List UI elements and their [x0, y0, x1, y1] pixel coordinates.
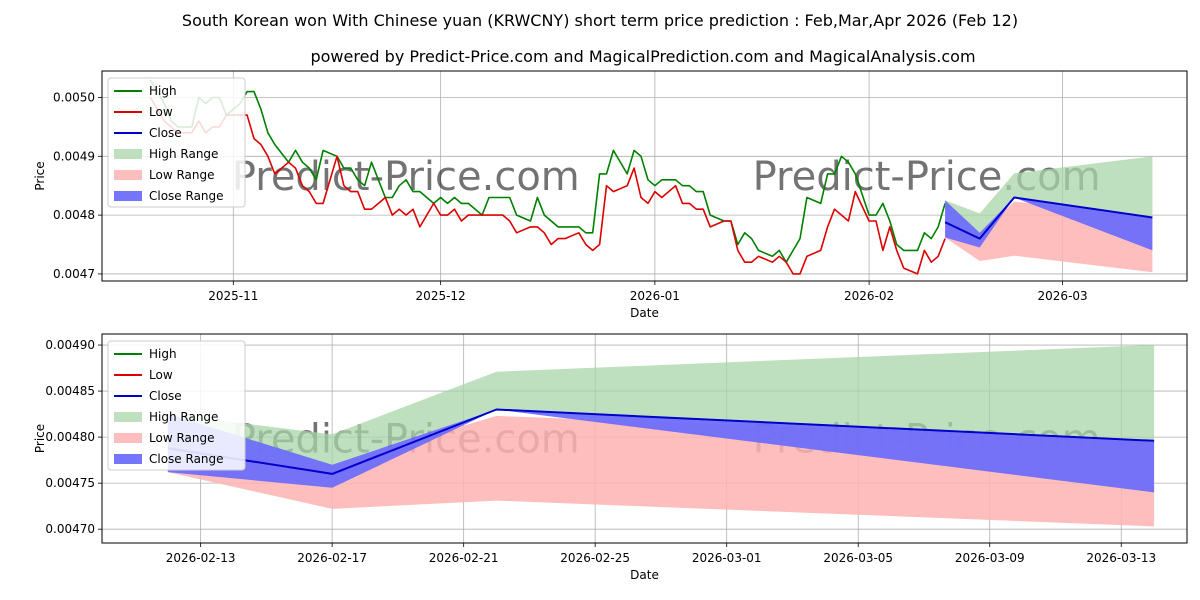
history-ylabel: Price [33, 161, 47, 190]
history-xtick-label: 2025-12 [416, 289, 466, 303]
prediction-ytick-label: 0.00470 [45, 522, 95, 536]
prediction-legend-item: Low Range [114, 431, 214, 445]
prediction-data [167, 345, 1155, 527]
history-legend-item: Low [114, 105, 173, 119]
history-xtick-label: 2025-11 [208, 289, 258, 303]
prediction-legend-frame [107, 340, 246, 471]
prediction-legend-label: Close Range [149, 452, 224, 466]
history-ytick-label: 0.0049 [53, 149, 95, 163]
prediction-legend-label: High [149, 347, 177, 361]
history-ytick-label: 0.0050 [53, 90, 95, 104]
history-legend-label: Close Range [149, 189, 224, 203]
prediction-legend-label: High Range [149, 410, 218, 424]
prediction-legend-item: High [114, 347, 177, 361]
prediction-ytick-label: 0.00485 [45, 384, 95, 398]
prediction-xtick-label: 2026-02-13 [166, 551, 236, 565]
prediction-xtick-label: 2026-02-25 [560, 551, 630, 565]
prediction-close-range-area [167, 409, 1155, 493]
prediction-ytick-label: 0.00490 [45, 338, 95, 352]
history-legend-item: Close Range [114, 189, 224, 203]
history-legend-label: Low Range [149, 168, 214, 182]
prediction-xtick-label: 2026-02-21 [429, 551, 499, 565]
prediction-close-line [167, 408, 1155, 475]
history-legend-item: Close [114, 126, 182, 140]
prediction-ylabel: Price [33, 424, 47, 453]
history-legend-label: Low [149, 105, 173, 119]
prediction-legend-swatch [114, 412, 142, 422]
history-legend-frame [107, 77, 246, 208]
history-legend-label: High [149, 84, 177, 98]
history-high-line [149, 79, 946, 264]
history-low-line [149, 97, 946, 275]
history-prediction-close-line [944, 196, 1153, 240]
prediction-high-range-area [167, 345, 1155, 465]
history-legend-swatch [114, 170, 142, 180]
history-legend-label: Close [149, 126, 182, 140]
prediction-ytick-label: 0.00475 [45, 476, 95, 490]
prediction-legend-swatch [114, 433, 142, 443]
prediction-legend-label: Low [149, 368, 173, 382]
history-ytick-label: 0.0048 [53, 208, 95, 222]
prediction-legend-item: Low [114, 368, 173, 382]
history-frame [101, 70, 1188, 282]
prediction-xtick-label: 2026-03-09 [955, 551, 1025, 565]
history-legend: High Low Close High Range Low Range Close Ran… [107, 77, 246, 208]
prediction-frame [101, 333, 1188, 544]
prediction-xtick-label: 2026-03-01 [692, 551, 762, 565]
history-xtick-label: 2026-03 [1038, 289, 1088, 303]
history-watermark-text: Predict-Price.com [232, 154, 580, 200]
prediction-legend-item: High Range [114, 410, 218, 424]
history-xlabel: Date [630, 306, 659, 320]
prediction-xtick-label: 2026-02-17 [297, 551, 367, 565]
prediction-legend-label: Close [149, 389, 182, 403]
prediction-legend: High Low Close High Range Low Range Close Ran… [107, 340, 246, 471]
prediction-legend-item: Close Range [114, 452, 224, 466]
prediction-xtick-label: 2026-03-13 [1086, 551, 1156, 565]
prediction-legend-swatch [114, 454, 142, 464]
history-legend-item: Low Range [114, 168, 214, 182]
prediction-legend-item: Close [114, 389, 182, 403]
history-plot: 2025-11 2025-12 2026-01 2026-02 2026-03 0.004… [33, 70, 1188, 320]
chart-subtitle: powered by Predict-Price.com and Magical… [310, 47, 975, 66]
history-legend-label: High Range [149, 147, 218, 161]
history-data [149, 79, 1153, 275]
history-legend-item: High Range [114, 147, 218, 161]
history-xtick-label: 2026-01 [630, 289, 680, 303]
prediction-ytick-label: 0.00480 [45, 430, 95, 444]
history-ytick-label: 0.0047 [53, 267, 95, 281]
prediction-legend-label: Low Range [149, 431, 214, 445]
history-xtick-label: 2026-02 [844, 289, 894, 303]
prediction-xlabel: Date [630, 568, 659, 582]
prediction-xtick-label: 2026-03-05 [823, 551, 893, 565]
prediction-plot: 2026-02-13 2026-02-17 2026-02-21 2026-02-25… [33, 333, 1188, 582]
history-legend-item: High [114, 84, 177, 98]
history-legend-swatch [114, 191, 142, 201]
history-prediction-high-range-area [945, 156, 1153, 233]
history-legend-swatch [114, 149, 142, 159]
chart-title: South Korean won With Chinese yuan (KRWC… [182, 11, 1018, 30]
